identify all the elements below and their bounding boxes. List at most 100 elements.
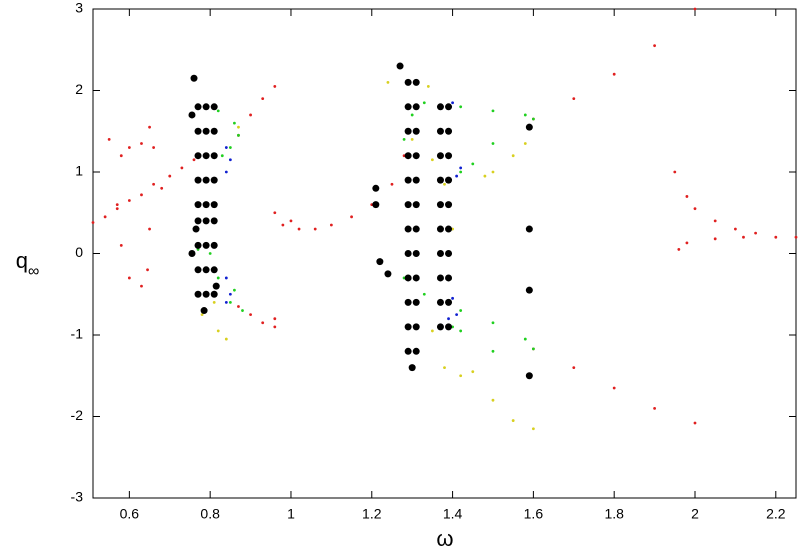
data-point <box>200 307 208 315</box>
data-point <box>194 152 202 160</box>
data-point <box>202 127 210 135</box>
data-point <box>404 127 412 135</box>
data-point <box>531 117 535 121</box>
data-point <box>412 201 420 209</box>
data-point <box>612 386 616 390</box>
data-point <box>412 103 420 111</box>
data-point <box>404 347 412 355</box>
data-point <box>436 176 444 184</box>
y-tick-label: -3 <box>71 489 84 505</box>
data-point <box>249 313 252 317</box>
data-point <box>224 146 228 149</box>
data-point <box>471 162 475 166</box>
data-point <box>443 182 446 186</box>
data-point <box>372 184 380 192</box>
data-point <box>412 225 420 233</box>
data-point <box>459 170 463 174</box>
data-point <box>404 274 412 282</box>
y-tick-label: 1 <box>75 163 83 179</box>
data-point <box>233 288 236 292</box>
data-point <box>523 142 527 145</box>
data-point <box>491 398 495 402</box>
data-point <box>404 225 412 233</box>
data-point <box>202 266 210 274</box>
data-point <box>202 201 210 209</box>
data-point <box>127 146 131 149</box>
data-point <box>160 186 164 190</box>
data-point <box>412 298 420 306</box>
data-point <box>436 201 444 209</box>
data-point <box>168 174 172 178</box>
data-point <box>396 62 404 70</box>
data-point <box>148 125 151 129</box>
data-point <box>733 227 737 231</box>
data-point <box>119 154 123 158</box>
data-point <box>523 113 527 117</box>
data-point <box>653 406 656 410</box>
data-point <box>436 225 444 233</box>
data-point <box>119 243 123 247</box>
data-point <box>436 274 444 282</box>
data-point <box>152 146 156 149</box>
data-point <box>445 323 453 331</box>
data-point <box>754 231 757 235</box>
data-point <box>194 176 202 184</box>
x-tick-label: 1 <box>287 506 295 522</box>
data-point <box>224 170 228 174</box>
data-point <box>436 152 444 160</box>
data-point <box>202 290 210 298</box>
data-point <box>445 274 453 282</box>
data-point <box>237 125 240 129</box>
data-point <box>210 176 218 184</box>
data-point <box>483 174 487 178</box>
data-point <box>525 286 533 294</box>
data-point <box>273 317 277 321</box>
data-point <box>459 105 463 109</box>
data-point <box>190 74 198 82</box>
data-point <box>228 301 232 304</box>
data-point <box>412 323 420 331</box>
data-point <box>445 225 453 233</box>
data-point <box>430 329 434 333</box>
data-point <box>422 292 426 296</box>
data-point <box>523 337 527 341</box>
data-point <box>402 138 406 141</box>
data-point <box>445 127 453 135</box>
data-point <box>210 152 218 160</box>
y-tick-label: 2 <box>75 81 83 97</box>
data-point <box>202 217 210 225</box>
data-point <box>612 72 616 76</box>
data-point <box>194 127 202 135</box>
data-point <box>693 207 697 211</box>
data-point <box>216 329 220 333</box>
x-tick-label: 1.2 <box>362 506 382 522</box>
data-point <box>350 215 353 219</box>
x-axis-label: ω <box>436 526 453 551</box>
data-point <box>445 103 453 111</box>
data-point <box>127 276 131 280</box>
y-tick-label: 3 <box>75 0 83 16</box>
data-point <box>713 237 717 241</box>
data-point <box>210 201 218 209</box>
data-point <box>404 298 412 306</box>
data-point <box>443 366 446 369</box>
data-point <box>202 176 210 184</box>
data-point <box>511 154 515 158</box>
data-point <box>412 250 420 257</box>
data-point <box>210 241 218 249</box>
data-point <box>436 127 444 135</box>
data-point <box>140 193 143 197</box>
data-point <box>412 347 420 355</box>
data-point <box>436 323 444 331</box>
data-point <box>297 227 301 231</box>
data-point <box>673 170 677 174</box>
data-point <box>216 109 220 113</box>
data-point <box>212 282 220 290</box>
y-tick-label: -2 <box>71 407 84 423</box>
y-axis-label-subscript: ∞ <box>28 263 39 280</box>
data-point <box>742 235 745 239</box>
data-point <box>430 158 434 162</box>
data-point <box>412 78 420 86</box>
x-tick-label: 0.6 <box>120 506 140 522</box>
data-point <box>404 103 412 111</box>
